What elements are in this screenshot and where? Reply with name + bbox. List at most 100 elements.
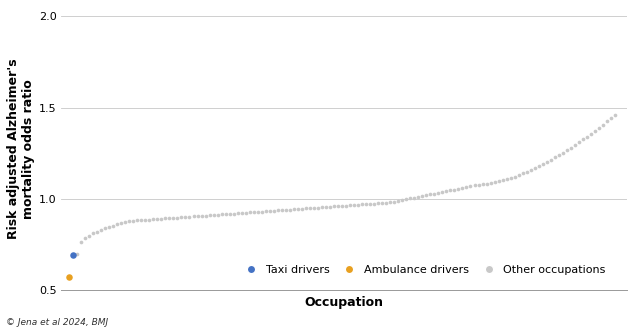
Point (333, 204, 343, 209)
Point (133, 218, 143, 223)
Point (361, 202, 371, 207)
Point (197, 213, 207, 218)
Point (224, 211, 235, 216)
Point (409, 195, 419, 200)
Point (501, 177, 512, 182)
Point (261, 209, 271, 214)
Point (602, 119, 612, 124)
Point (205, 213, 215, 218)
Point (116, 221, 126, 226)
Point (594, 125, 604, 130)
Point (108, 223, 119, 228)
Point (297, 206, 307, 212)
Point (353, 202, 363, 207)
Point (269, 208, 279, 214)
Point (325, 204, 335, 209)
Point (529, 165, 540, 171)
Point (566, 145, 576, 150)
Point (229, 211, 239, 216)
Point (558, 150, 568, 155)
Point (169, 215, 179, 220)
Point (309, 205, 319, 211)
Point (405, 196, 415, 201)
Point (505, 175, 515, 181)
X-axis label: Occupation: Occupation (304, 296, 384, 309)
Point (413, 194, 424, 199)
Point (88, 231, 98, 236)
Point (277, 208, 287, 213)
Point (273, 208, 283, 213)
Point (164, 215, 174, 221)
Point (453, 186, 463, 191)
Point (285, 207, 295, 212)
Point (329, 204, 339, 209)
Point (550, 155, 560, 160)
Point (337, 203, 347, 209)
Point (236, 210, 247, 215)
Point (541, 159, 552, 164)
Point (425, 192, 436, 197)
Point (437, 189, 448, 194)
Point (217, 212, 227, 217)
Point (514, 172, 524, 178)
Point (522, 169, 532, 174)
Point (317, 205, 327, 210)
Point (389, 199, 399, 204)
Point (457, 185, 467, 190)
Point (200, 213, 210, 218)
Point (578, 137, 588, 142)
Point (212, 212, 223, 217)
Point (481, 181, 491, 187)
Point (546, 157, 556, 162)
Point (281, 207, 291, 213)
Point (84, 233, 94, 238)
Point (241, 210, 251, 215)
Point (193, 214, 203, 219)
Point (397, 197, 407, 203)
Point (357, 202, 367, 207)
Point (265, 208, 275, 214)
Point (526, 167, 536, 173)
Point (176, 215, 186, 220)
Point (145, 217, 155, 222)
Point (498, 178, 508, 183)
Point (80, 236, 90, 241)
Point (313, 205, 323, 210)
Point (64, 274, 74, 279)
Point (100, 226, 110, 231)
Point (148, 216, 158, 222)
Point (610, 112, 620, 117)
Legend: Taxi drivers, Ambulance drivers, Other occupations: Taxi drivers, Ambulance drivers, Other o… (236, 260, 610, 279)
Point (181, 215, 191, 220)
Point (245, 210, 255, 215)
Point (188, 214, 198, 219)
Point (393, 198, 403, 203)
Point (445, 188, 455, 193)
Point (92, 229, 102, 234)
Point (429, 191, 439, 196)
Point (401, 196, 411, 202)
Point (233, 211, 243, 216)
Point (341, 203, 351, 208)
Point (377, 200, 387, 206)
Point (474, 182, 484, 187)
Point (465, 184, 476, 189)
Point (562, 147, 572, 153)
Point (553, 152, 564, 158)
Point (538, 162, 548, 167)
Point (136, 217, 146, 223)
Point (570, 142, 580, 147)
Text: © Jena et al 2024, BMJ: © Jena et al 2024, BMJ (6, 318, 108, 327)
Point (417, 193, 427, 199)
Y-axis label: Risk adjusted Alzheimer's
mortality odds ratio: Risk adjusted Alzheimer's mortality odds… (7, 58, 35, 239)
Point (120, 220, 131, 225)
Point (124, 219, 134, 224)
Point (517, 171, 527, 176)
Point (96, 227, 107, 233)
Point (157, 216, 167, 221)
Point (257, 209, 267, 214)
Point (104, 224, 114, 230)
Point (433, 190, 443, 195)
Point (72, 251, 82, 256)
Point (489, 180, 500, 185)
